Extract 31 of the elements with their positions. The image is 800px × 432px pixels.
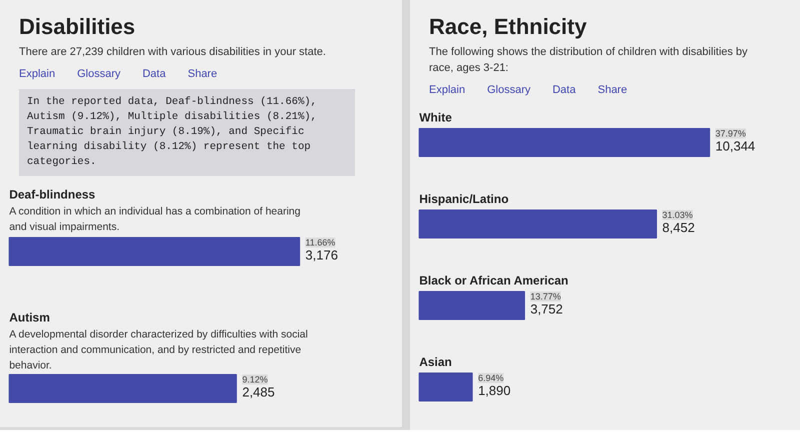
annotation: A condition in which an individual has a combination of hearing and visual impairments. <box>9 205 301 233</box>
bar <box>418 290 526 320</box>
data-label: 11.66% 3,176 <box>305 237 338 262</box>
text: Data <box>142 68 166 80</box>
y-tick-label: Asian <box>419 354 452 369</box>
text: Explain <box>19 68 56 80</box>
chart-title: Race, Ethnicity <box>429 13 588 41</box>
chart-title: Disabilities <box>19 13 136 41</box>
y-tick-label: Autism <box>9 310 50 324</box>
bar <box>418 209 657 238</box>
text: In the reported data, Deaf-blindness (11.66%), Autism (9.12%), Multiple disabilities (8.21%), Traumatic brain injury (8.19%), and Specific learning disability (8.12%) represent the top categories. <box>19 88 355 176</box>
bar <box>418 128 710 157</box>
y-tick-label: Deaf-blindness <box>9 187 96 202</box>
text: Data <box>552 84 576 96</box>
y-tick-label: Hispanic/Latino <box>419 192 509 206</box>
data-label: 31.03% 8,452 <box>662 210 695 235</box>
data-label: 37.97% 10,344 <box>715 128 756 154</box>
y-tick-label: Black or African American <box>419 273 568 288</box>
text: Glossary <box>487 84 530 96</box>
y-tick-label: White <box>419 110 452 124</box>
text: Share <box>188 68 218 80</box>
text: Explain <box>429 84 466 96</box>
data-label: 13.77% 3,752 <box>530 291 563 316</box>
chart-subtitle: There are 27,239 children with various disabilities in your state. <box>19 45 327 60</box>
text: Share <box>598 84 628 96</box>
chart-subtitle: The following shows the distribution of children with disabilities by race, ages 3-21: <box>429 45 749 76</box>
data-label: 6.94% 1,890 <box>478 372 511 398</box>
text: Glossary <box>77 68 120 80</box>
bar <box>418 372 473 402</box>
data-label: 9.12% 2,485 <box>242 374 275 400</box>
annotation: A developmental disorder characterized by difficulties with social interaction and communication, and by restricted and repetitive behavior. <box>9 328 308 372</box>
